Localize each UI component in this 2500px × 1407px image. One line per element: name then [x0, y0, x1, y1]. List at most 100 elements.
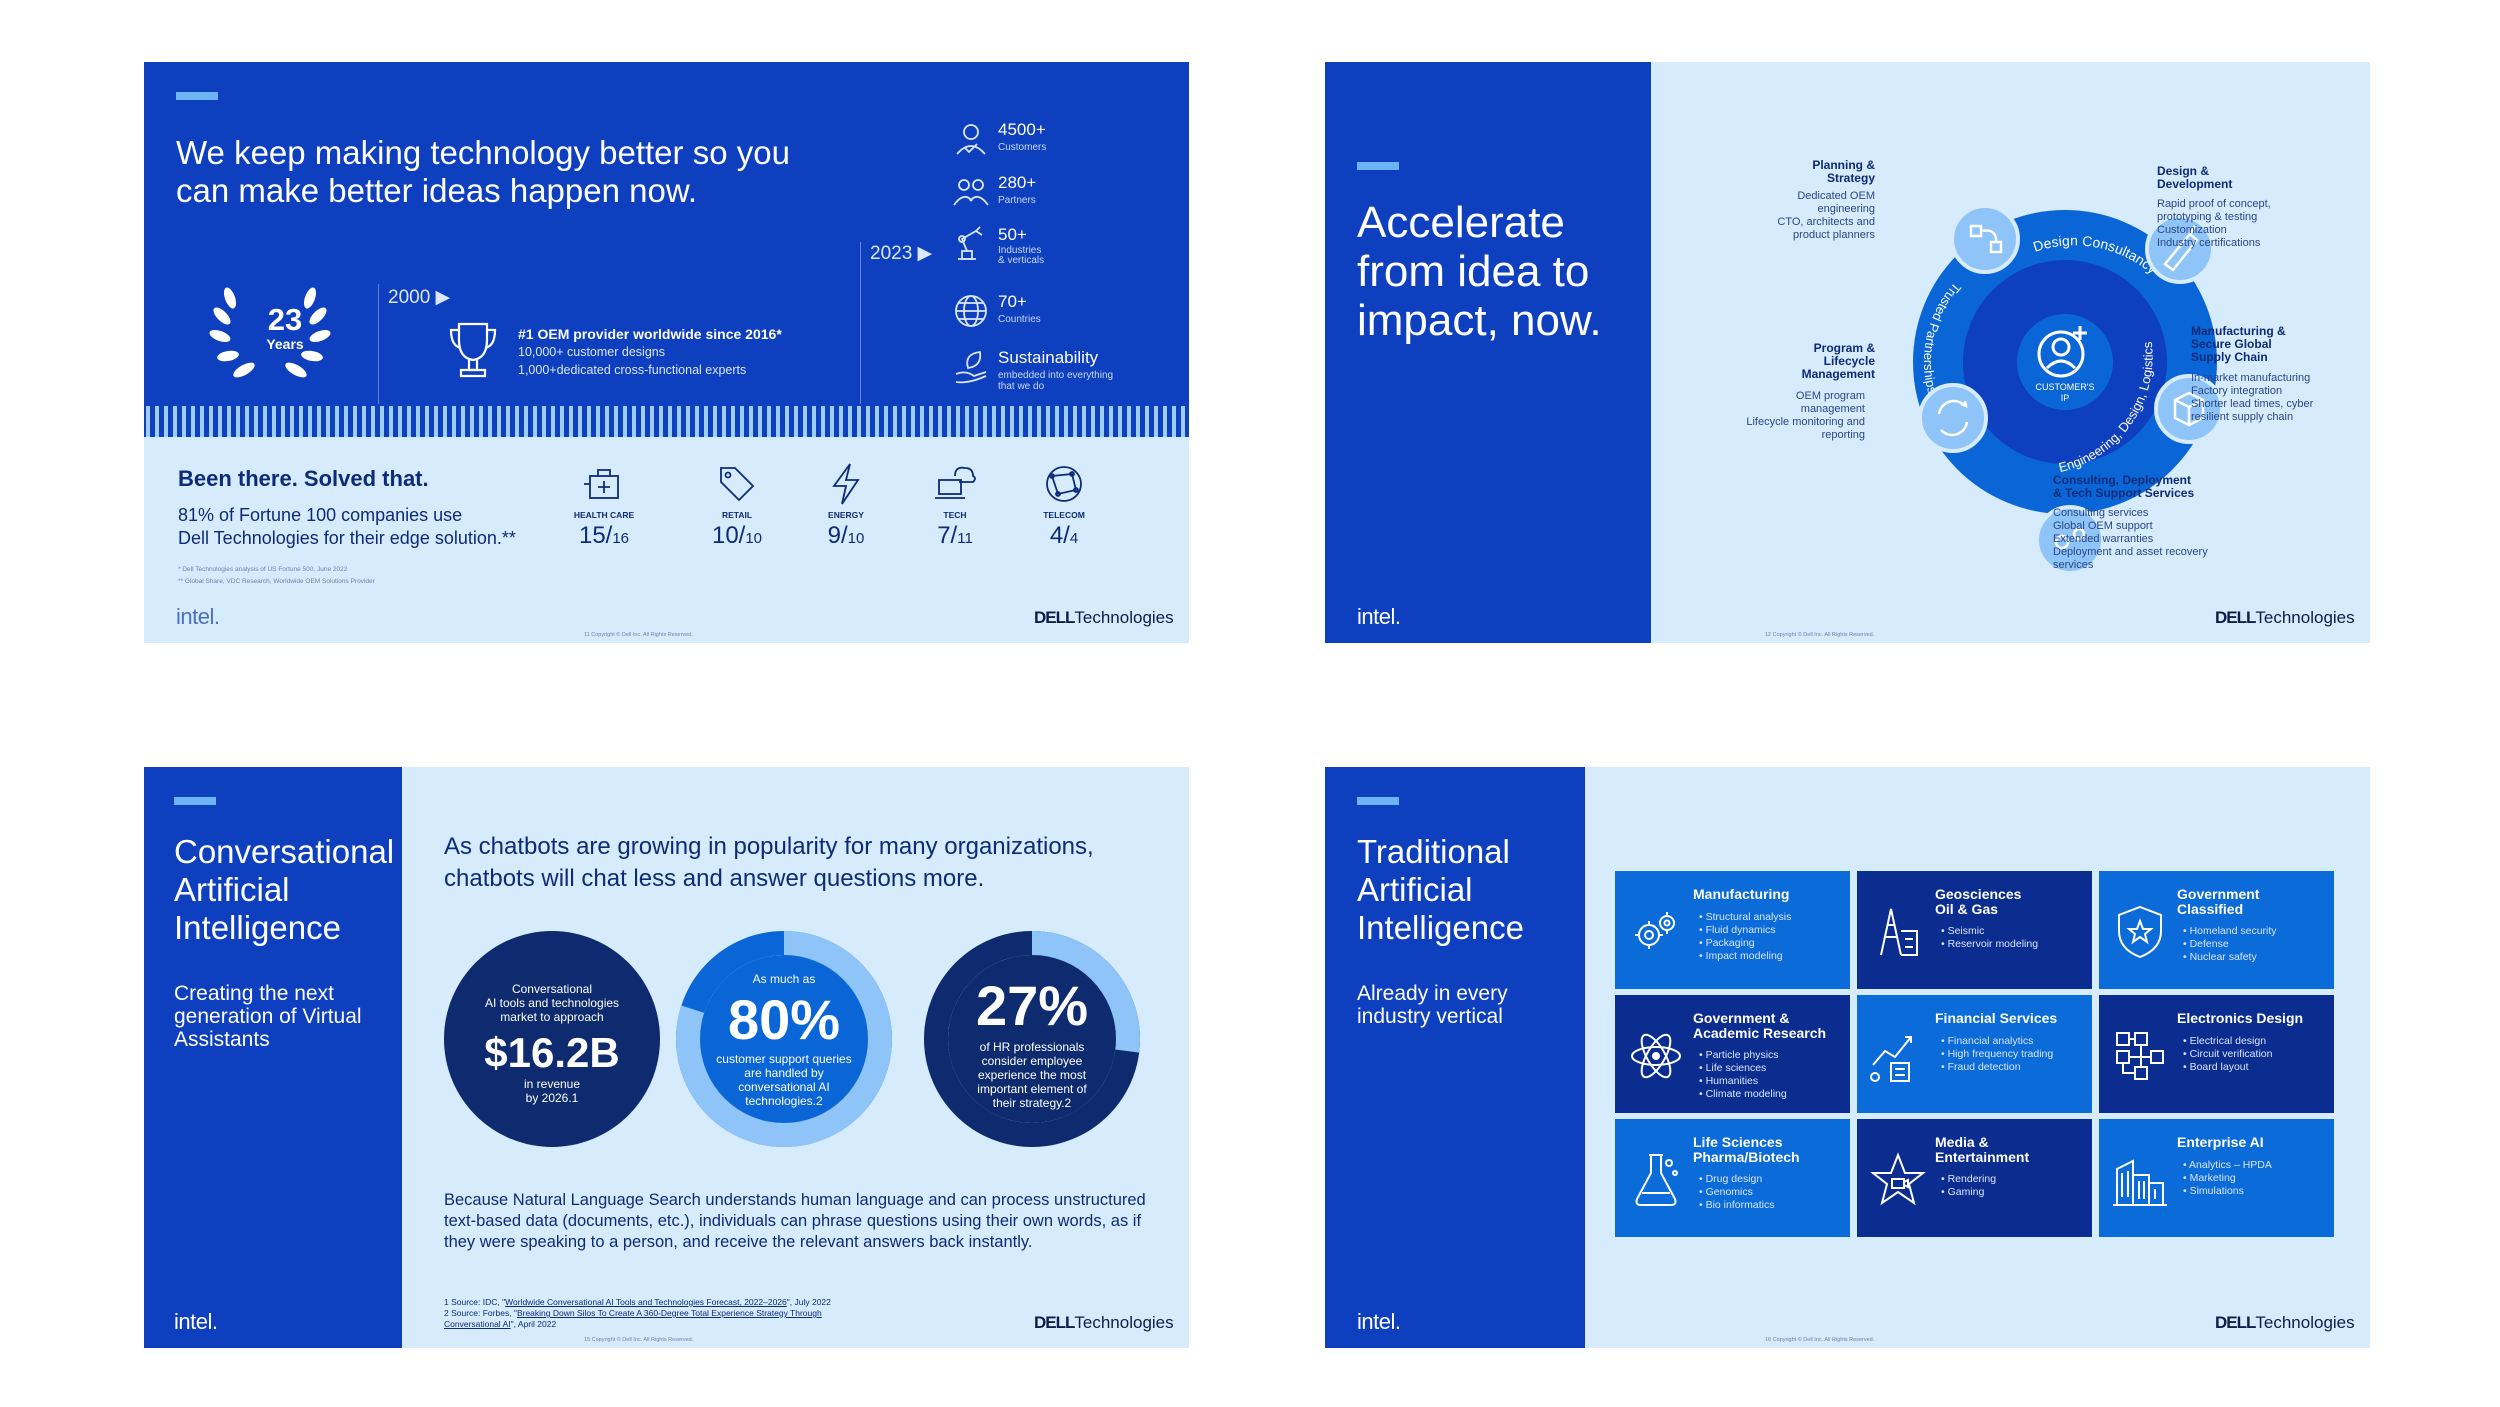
- ruler-tick: [290, 406, 294, 437]
- slide2-left-panel: [1325, 62, 1651, 643]
- tile-items: Homeland securityDefenseNuclear safety: [2183, 925, 2333, 964]
- industry-rank: 7/11: [937, 522, 973, 549]
- tile-title: Manufacturing: [1693, 887, 1848, 902]
- ruler-tick: [263, 406, 267, 437]
- rank-total: 4: [1069, 530, 1079, 547]
- design-heading: Design & Development: [2157, 165, 2232, 191]
- source-link[interactable]: Worldwide Conversational AI Tools and Te…: [505, 1297, 787, 1307]
- source-note: 2 Source: Forbes, "Breaking Down Silos T…: [444, 1308, 822, 1318]
- title-line: Manufacturing: [1693, 886, 1790, 902]
- ruler-tick: [992, 406, 996, 437]
- slide4-title: Traditional Artificial Intelligence: [1357, 833, 1585, 947]
- ruler-tick: [1109, 406, 1113, 437]
- title-line: Artificial: [174, 871, 290, 908]
- donut-text: market to approach: [500, 1010, 603, 1024]
- tile-items: Electrical designCircuit verificationBoa…: [2183, 1035, 2333, 1074]
- fortune-text: Dell Technologies for their edge solutio…: [178, 528, 516, 548]
- timeline-year-2000: 2000 ▶: [388, 287, 451, 308]
- heading-line: Lifecycle: [1823, 354, 1875, 368]
- ruler-tick: [335, 406, 339, 437]
- dell-tech: Technologies: [2255, 1313, 2355, 1332]
- ruler-tick: [956, 406, 960, 437]
- stat-label: Customers: [998, 142, 1047, 153]
- gears-icon: [1635, 912, 1675, 949]
- tile-item: High frequency trading: [1941, 1048, 2091, 1061]
- ruler-tick: [875, 406, 879, 437]
- title-line: Conversational: [174, 833, 395, 870]
- ruler-tick: [659, 406, 663, 437]
- rank-value: 15: [578, 522, 606, 549]
- tile-academic-research[interactable]: Government &Academic Research Particle p…: [1615, 995, 1850, 1113]
- slide-oem-overview[interactable]: We keep making technology better so you …: [144, 62, 1189, 643]
- ruler-tick: [254, 406, 258, 437]
- industry-rank: 4/4: [1049, 522, 1079, 549]
- ruler-tick: [281, 406, 285, 437]
- title-line: Geosciences: [1935, 886, 2022, 902]
- source-text: 1 Source: IDC, ": [444, 1297, 506, 1307]
- user-check-icon: [956, 124, 986, 155]
- rank-value: 4: [1049, 522, 1064, 549]
- year-label: 2023: [870, 243, 913, 264]
- industry-label: TECH: [943, 510, 967, 520]
- ruler-tick: [1028, 406, 1032, 437]
- customer-ip-icon: [2037, 326, 2087, 378]
- ruler-tick: [317, 406, 321, 437]
- intro-text: As chatbots are growing in popularity fo…: [444, 833, 1094, 860]
- tile-electronics-design[interactable]: Electronics Design Electrical designCirc…: [2099, 995, 2334, 1113]
- tile-title: Electronics Design: [2177, 1011, 2332, 1026]
- ruler-tick: [1163, 406, 1167, 437]
- intro-text: chatbots will chat less and answer quest…: [444, 865, 985, 892]
- source-link[interactable]: Conversational AI: [444, 1319, 511, 1329]
- donut-text: consider employee: [982, 1054, 1083, 1068]
- ruler-tick: [416, 406, 420, 437]
- ruler-tick: [749, 406, 753, 437]
- ruler-tick: [641, 406, 645, 437]
- ruler-tick: [605, 406, 609, 437]
- trophy-icon: [449, 322, 497, 378]
- item: Deployment and asset recovery: [2053, 546, 2208, 558]
- source-link[interactable]: Breaking Down Silos To Create A 360-Degr…: [516, 1308, 822, 1318]
- ruler-tick: [173, 406, 177, 437]
- page-note: 12 Copyright © Dell Inc. All Rights Rese…: [1765, 632, 1875, 638]
- flask-icon: [1635, 1154, 1678, 1206]
- ruler-tick: [425, 406, 429, 437]
- title-line: Accelerate: [1357, 198, 1565, 247]
- accent-bar: [174, 797, 216, 805]
- tile-media-entertainment[interactable]: Media &Entertainment RenderingGaming: [1857, 1119, 2092, 1237]
- slide-conversational-ai[interactable]: Conversational Artificial Intelligence C…: [144, 767, 1189, 1348]
- title-line: Financial Services: [1935, 1010, 2058, 1026]
- ruler-tick: [677, 406, 681, 437]
- heading-line: Development: [2157, 177, 2233, 191]
- slide3-subtitle: Creating the next generation of Virtual …: [174, 982, 404, 1051]
- tile-item: Electrical design: [2183, 1035, 2333, 1048]
- tile-financial-services[interactable]: Financial Services Financial analyticsHi…: [1857, 995, 2092, 1113]
- tile-item: Life sciences: [1699, 1062, 1849, 1075]
- heading-line: Design &: [2157, 164, 2210, 178]
- industry-retail: RETAIL 10/10: [692, 462, 782, 550]
- heading-line: & Tech Support Services: [2053, 486, 2195, 500]
- donut-80-center: [700, 955, 868, 1123]
- ruler-tick: [803, 406, 807, 437]
- tile-enterprise-ai[interactable]: Enterprise AI Analytics – HPDAMarketingS…: [2099, 1119, 2334, 1237]
- subtitle-line: generation of Virtual: [174, 1005, 362, 1028]
- stat-value: 280+: [998, 173, 1037, 192]
- network-globe-icon: [1046, 466, 1082, 502]
- intel-logo: intel.: [1357, 604, 1401, 629]
- ruler-tick: [227, 406, 231, 437]
- item: OEM program: [1795, 390, 1865, 402]
- program-node-icon: [1918, 383, 1988, 453]
- donut-text: their strategy.2: [993, 1096, 1072, 1110]
- title-line: Oil & Gas: [1935, 901, 1999, 917]
- industry-label: HEALTH CARE: [573, 510, 635, 520]
- slide-traditional-ai[interactable]: Traditional Artificial Intelligence Alre…: [1325, 767, 2370, 1348]
- ruler-tick: [452, 406, 456, 437]
- ruler-tick: [434, 406, 438, 437]
- tile-manufacturing[interactable]: Manufacturing Structural analysisFluid d…: [1615, 871, 1850, 989]
- ruler-tick: [713, 406, 717, 437]
- slide-accelerate[interactable]: Accelerate from idea to impact, now. Des…: [1325, 62, 2370, 643]
- timeline-ruler: [144, 400, 1189, 437]
- dell-tech: Technologies: [1074, 1313, 1174, 1332]
